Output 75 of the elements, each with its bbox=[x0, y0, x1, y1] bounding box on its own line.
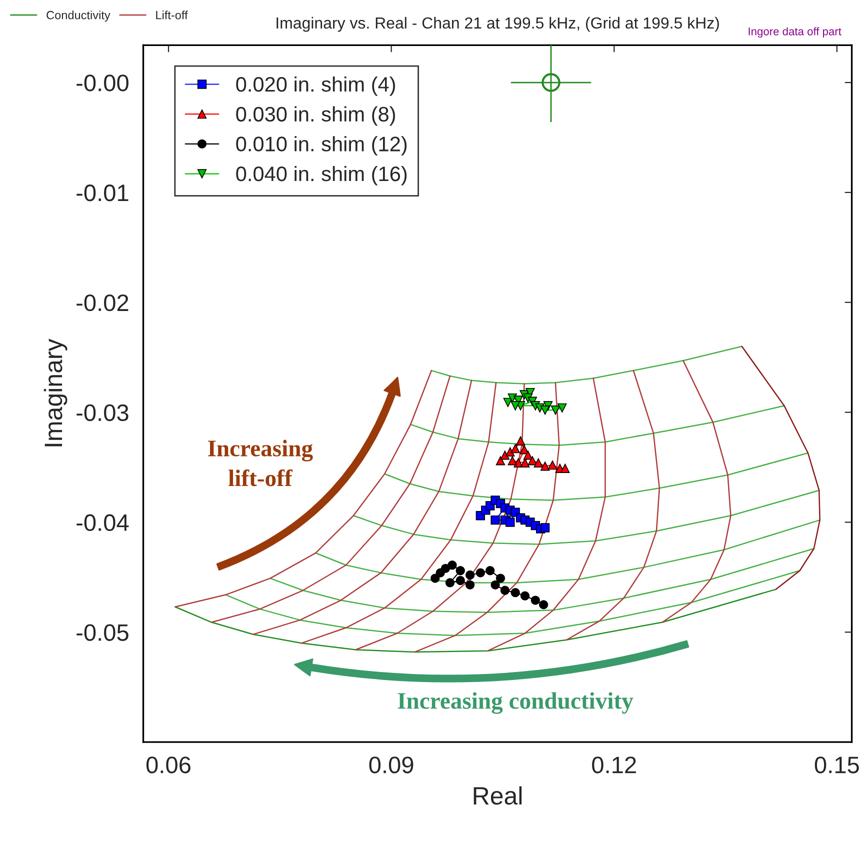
annotation: Increasing lift-off bbox=[208, 440, 313, 486]
line-series bbox=[270, 548, 815, 614]
y-tick-label: -0.01 bbox=[76, 184, 128, 202]
line-series bbox=[384, 452, 809, 501]
point bbox=[508, 456, 517, 466]
y-tick-label: -0.05 bbox=[76, 624, 128, 641]
point bbox=[465, 570, 475, 580]
y-tick-label: -0.04 bbox=[76, 514, 129, 532]
line-series bbox=[487, 378, 606, 652]
point bbox=[500, 586, 510, 595]
point bbox=[540, 523, 550, 532]
x-axis-title: Real bbox=[474, 786, 522, 805]
y-axis-title: Imaginary bbox=[44, 338, 68, 446]
point bbox=[490, 580, 500, 590]
point bbox=[510, 588, 520, 598]
legend-label: 0.010 in. shim (12) bbox=[236, 136, 407, 156]
line-series bbox=[355, 383, 525, 650]
line-series bbox=[410, 405, 785, 446]
point bbox=[496, 574, 506, 583]
point bbox=[506, 447, 515, 456]
line-series bbox=[352, 490, 820, 545]
line-series bbox=[174, 370, 432, 608]
legend-label: Lift-off bbox=[156, 10, 188, 20]
point bbox=[528, 456, 538, 466]
line-series bbox=[662, 360, 732, 623]
line-series bbox=[225, 570, 800, 636]
line-series bbox=[174, 588, 777, 653]
point bbox=[542, 73, 560, 92]
point bbox=[486, 566, 495, 576]
point bbox=[445, 578, 455, 588]
y-tick-label: -0.03 bbox=[76, 404, 128, 422]
y-tick-label: -0.02 bbox=[76, 294, 128, 312]
annotation: Increasing conductivity bbox=[398, 692, 634, 714]
point bbox=[523, 450, 533, 460]
point bbox=[538, 600, 548, 610]
legend-label: 0.030 in. shim (8) bbox=[236, 106, 396, 126]
y-tick-label: -0.00 bbox=[76, 74, 128, 92]
chart-title: Imaginary vs. Real - Chan 21 at 199.5 kHz, (Grid at 199.5 kHz) bbox=[276, 16, 719, 32]
point bbox=[465, 580, 475, 590]
point bbox=[516, 436, 526, 446]
line-series bbox=[566, 370, 660, 640]
point bbox=[430, 574, 440, 583]
x-tick-label: 0.12 bbox=[592, 756, 636, 774]
point bbox=[440, 564, 450, 573]
point bbox=[510, 444, 520, 454]
point bbox=[558, 403, 567, 412]
point bbox=[560, 464, 570, 473]
x-tick-label: 0.06 bbox=[146, 756, 190, 774]
point bbox=[540, 406, 550, 415]
point bbox=[500, 450, 510, 460]
point bbox=[448, 560, 457, 570]
point bbox=[520, 591, 530, 600]
point bbox=[496, 456, 506, 466]
point bbox=[476, 568, 486, 578]
point bbox=[520, 458, 530, 468]
point bbox=[510, 401, 520, 410]
x-tick-label: 0.09 bbox=[369, 756, 414, 774]
point bbox=[548, 460, 558, 470]
point bbox=[506, 518, 515, 527]
point bbox=[530, 596, 540, 605]
point bbox=[456, 576, 465, 586]
legend-label: Conductivity bbox=[46, 10, 110, 22]
line-series bbox=[741, 346, 820, 590]
point bbox=[456, 566, 465, 576]
point bbox=[550, 406, 560, 415]
text: Ingore data off part bbox=[748, 27, 842, 38]
legend-label: 0.020 in. shim (4) bbox=[236, 76, 396, 96]
line-series bbox=[430, 346, 742, 384]
line-series bbox=[414, 382, 560, 653]
legend-label: 0.040 in. shim (16) bbox=[236, 166, 407, 186]
x-tick-label: 0.15 bbox=[814, 756, 859, 774]
point bbox=[508, 393, 517, 403]
point bbox=[534, 458, 543, 468]
point bbox=[540, 462, 550, 471]
point bbox=[490, 515, 500, 525]
